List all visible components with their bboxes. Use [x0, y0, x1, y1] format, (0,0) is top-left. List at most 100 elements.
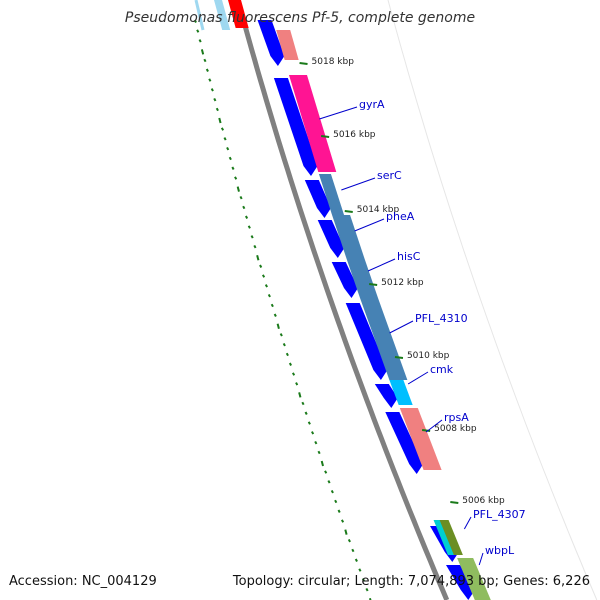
gc-skew-dot [317, 450, 321, 455]
cog-block-gyrA [288, 75, 337, 172]
gene-leader-line [463, 516, 472, 530]
cds-arrow [257, 20, 285, 66]
cog-block [276, 30, 299, 60]
gc-skew-dot [250, 235, 254, 239]
cds-arrow [273, 78, 318, 176]
gc-skew-dot [327, 480, 331, 484]
kbp-tick [369, 283, 378, 286]
gene-leader-line [407, 371, 429, 385]
gc-skew-dot [358, 568, 362, 572]
cds-arrow [446, 565, 475, 600]
kbp-tick [422, 429, 431, 432]
kbp-tick-label: 5006 kbp [462, 496, 505, 506]
gc-skew-dot [236, 186, 240, 192]
gc-skew-dot [213, 97, 217, 102]
gc-skew-dot [200, 49, 205, 55]
gc-skew-dot [223, 137, 227, 141]
gc-skew-dot [231, 166, 235, 170]
map-title: Pseudomonas fluorescens Pf-5, complete g… [124, 10, 476, 26]
gc-skew-dot [344, 529, 348, 535]
gene-leader-line [425, 419, 443, 433]
gc-skew-dot [276, 323, 280, 330]
gc-skew-dot [311, 431, 315, 435]
gc-skew-dot [247, 225, 251, 229]
gc-skew-dot [320, 460, 324, 467]
cog-block-pheA [332, 215, 365, 258]
gene-label-gyrA: gyrA [359, 98, 385, 111]
cds-arrow [374, 384, 398, 408]
kbp-tick-label: 5012 kbp [381, 278, 424, 288]
gene-leader-line [341, 177, 376, 191]
gene-leader-line [367, 258, 396, 272]
kbp-tick-label: 5014 kbp [357, 205, 400, 215]
gc-skew-dot [347, 538, 351, 543]
cog-block-rpsA [399, 408, 442, 470]
cds-arrow [331, 262, 358, 298]
gc-skew-dot [330, 489, 334, 494]
gc-skew-dot [205, 68, 209, 72]
gc-skew-dot [351, 548, 355, 553]
cog-block [433, 520, 454, 555]
gc-skew-dot [239, 195, 243, 200]
gc-skew-dot [314, 440, 318, 445]
gc-skew-dot [295, 382, 299, 386]
cds-arrow [317, 220, 345, 258]
gc-skew-dot [256, 254, 260, 261]
gc-skew-dot [340, 519, 345, 523]
gc-skew-dot [282, 342, 286, 347]
kbp-tick-label: 5016 kbp [333, 130, 376, 140]
gc-skew-dot [208, 78, 212, 82]
cds-arrow [385, 412, 424, 474]
gc-skew-dot [193, 19, 197, 23]
gene-label-serC: serC [377, 169, 402, 182]
track-fragment [194, 0, 205, 31]
cog-block-PFL_4307 [438, 520, 463, 555]
gc-skew-dot [242, 205, 246, 210]
cog-block-PFL_4310 [360, 298, 408, 380]
gc-skew-dot [210, 88, 214, 92]
cds-arrow [304, 180, 331, 218]
gc-skew-dot [365, 587, 369, 592]
accession-text: Accession: NC_004129 [9, 574, 157, 589]
gc-skew-dot [354, 558, 358, 562]
kbp-tick [344, 210, 353, 213]
gc-skew-dot [279, 333, 283, 337]
kbp-tick-label: 5010 kbp [407, 351, 450, 361]
gc-skew-dot [245, 215, 249, 219]
gene-label-cmk: cmk [430, 363, 454, 376]
gc-skew-dot [267, 293, 271, 298]
cog-block-hisC [346, 258, 379, 298]
kbp-tick [450, 501, 459, 504]
gene-label-pheA: pheA [386, 210, 415, 223]
gc-skew-dot [334, 499, 338, 504]
gc-skew-dot [215, 107, 219, 112]
kbp-tick-label: 5008 kbp [434, 424, 477, 434]
cog-block-cmk [389, 380, 413, 405]
gc-skew-dot [304, 411, 308, 415]
gc-skew-dot [285, 352, 289, 357]
gc-skew-dot [307, 421, 311, 425]
gene-leader-line [319, 106, 358, 120]
gc-skew-dot [196, 29, 200, 33]
cds-fragment [214, 0, 231, 30]
gc-skew-dot [259, 264, 263, 268]
gc-skew-dot [253, 244, 257, 249]
gc-skew-dot [270, 303, 274, 308]
gene-leader-line [389, 320, 414, 334]
kbp-tick [321, 135, 330, 138]
genome-summary-text: Topology: circular; Length: 7,074,893 bp… [232, 574, 590, 589]
feature-layer [214, 0, 491, 600]
gc-skew-dot [273, 313, 277, 317]
gc-skew-dot [198, 39, 202, 43]
kbp-tick [299, 62, 308, 65]
gc-skew-dot [361, 578, 365, 582]
cds-fragment [228, 0, 249, 28]
gc-skew-dot [264, 284, 268, 288]
gc-skew-track [193, 0, 372, 600]
cog-block-serC [318, 174, 345, 215]
gene-label-wbpL: wbpL [485, 544, 515, 557]
backbone-line [235, 0, 450, 600]
gc-skew-dot [203, 58, 207, 63]
